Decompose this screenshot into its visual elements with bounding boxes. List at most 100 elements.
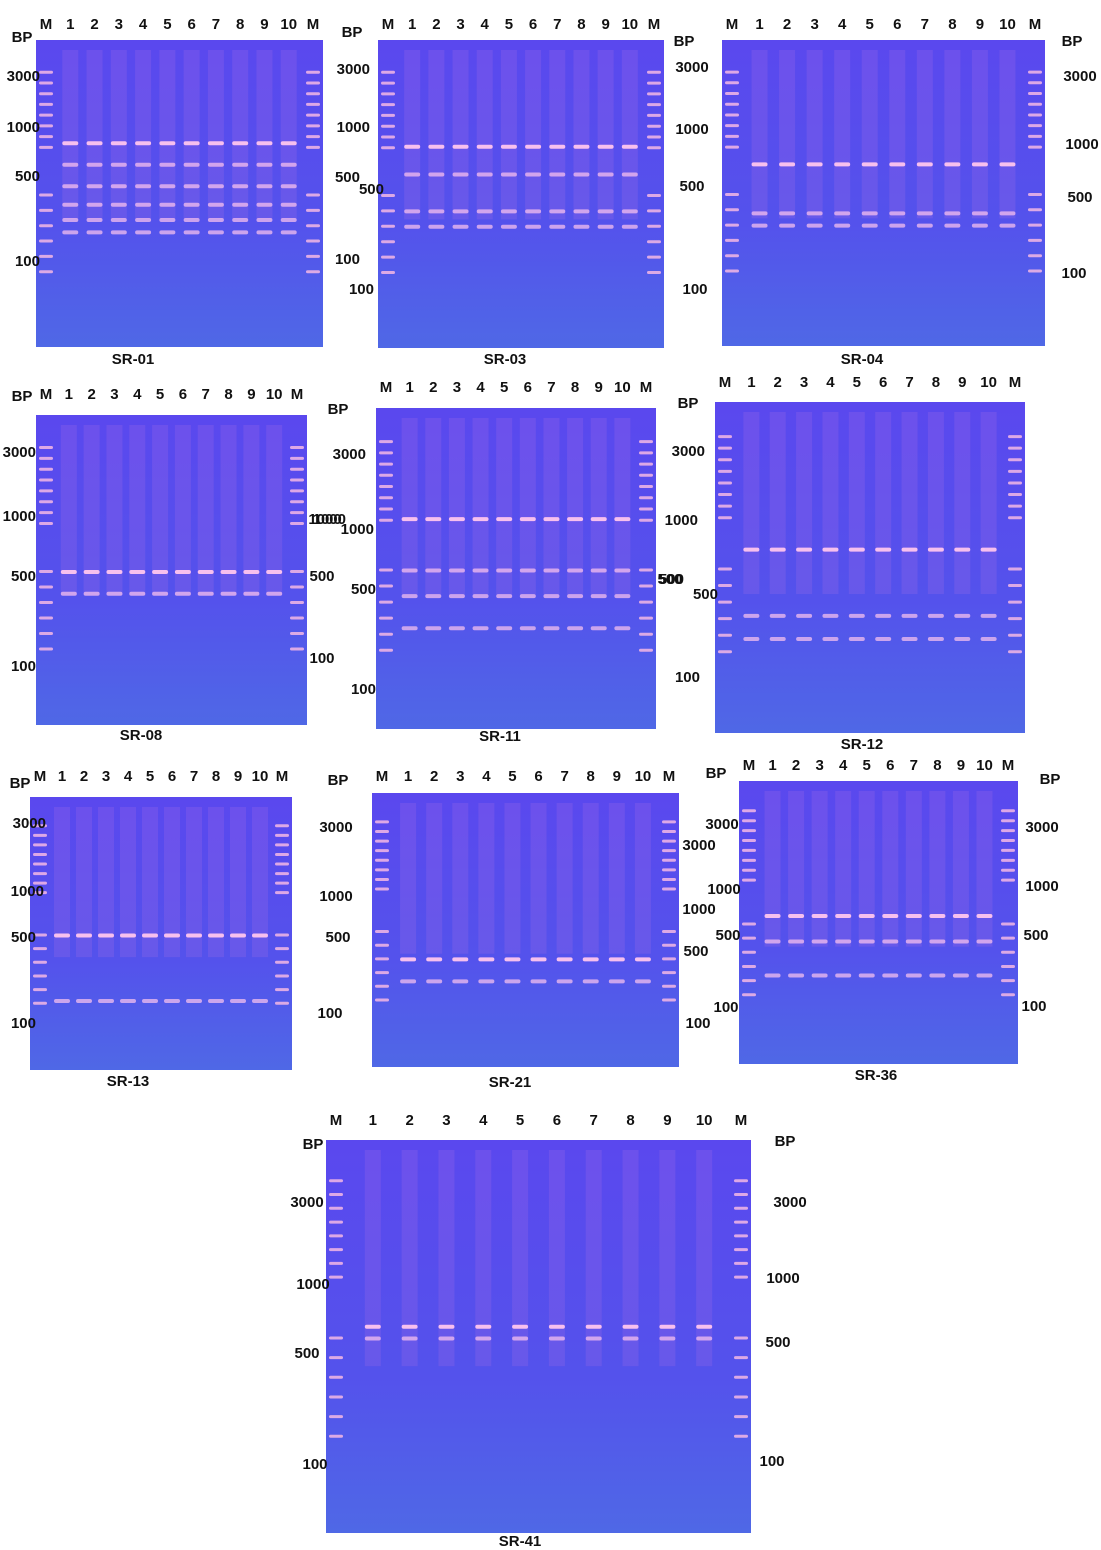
ladder-band (39, 270, 53, 274)
ladder-band (725, 134, 739, 138)
lane-label: 6 (529, 16, 537, 33)
lane-smear (519, 418, 536, 595)
lane-label: 9 (601, 16, 609, 33)
dna-band (232, 202, 249, 207)
panel-caption: SR-13 (107, 1073, 150, 1090)
ladder-band (639, 584, 653, 588)
bp-label: BP (12, 29, 33, 46)
dna-band (62, 218, 79, 223)
dna-band (500, 172, 517, 177)
lane-smear (525, 50, 542, 220)
ladder-band (306, 124, 320, 128)
ladder-band (39, 239, 53, 243)
lane-smear (448, 418, 465, 595)
dna-band (364, 1336, 381, 1341)
lane-smear (875, 412, 892, 595)
dna-band (110, 230, 127, 235)
lane-smear (496, 418, 513, 595)
ladder-band (1008, 493, 1022, 497)
ladder-band (375, 998, 389, 1002)
dna-band (548, 1324, 565, 1329)
ladder-band (647, 240, 661, 244)
ladder-band (718, 600, 732, 604)
lane-label: 5 (508, 768, 516, 785)
dna-band (927, 547, 944, 552)
marker-size-label: 500 (15, 168, 40, 185)
ladder-band (742, 809, 756, 813)
ladder-band (290, 585, 304, 589)
ladder-band (639, 496, 653, 500)
dna-band (62, 202, 79, 207)
ladder-band (725, 124, 739, 128)
dna-band (590, 594, 607, 599)
dna-band (976, 939, 993, 944)
lane-smear (980, 412, 997, 595)
ladder-band (725, 193, 739, 196)
dna-band (916, 223, 933, 228)
dna-band (858, 939, 875, 944)
dna-band (120, 933, 136, 938)
ladder-band (39, 135, 53, 139)
lane-smear (152, 425, 169, 596)
dna-band (861, 223, 878, 228)
ladder-band (662, 971, 676, 975)
dna-band (174, 591, 191, 596)
lane-label: 3 (453, 379, 461, 396)
dna-band (500, 209, 517, 214)
ladder-band (379, 507, 393, 511)
ladder-band (329, 1220, 343, 1224)
lane-label: M (1029, 16, 1042, 33)
marker-size-label: 500 (1023, 927, 1048, 944)
lane-label: 7 (560, 768, 568, 785)
ladder-band (381, 124, 395, 128)
marker-size-label: 100 (1061, 265, 1086, 282)
dna-band (806, 162, 823, 167)
lane-smear (504, 803, 521, 954)
dna-band (62, 184, 79, 189)
marker-size-label: 1000 (341, 521, 374, 538)
ladder-band (1028, 254, 1042, 258)
ladder-band (1008, 458, 1022, 462)
dna-band (448, 594, 465, 599)
dna-band (183, 230, 200, 235)
ladder-band (39, 456, 53, 460)
marker-size-label: 1000 (7, 119, 40, 136)
dna-band (452, 957, 469, 962)
dna-band (452, 172, 469, 177)
bp-label: BP (12, 388, 33, 405)
lane-label: 10 (976, 757, 993, 774)
lane-label: 6 (886, 757, 894, 774)
bp-label: BP (342, 24, 363, 41)
marker-size-label: 500 (657, 571, 682, 588)
lane-smear (135, 50, 152, 219)
lane-smear (512, 1150, 529, 1367)
dna-band (183, 202, 200, 207)
dna-band (858, 973, 875, 978)
dna-band (889, 223, 906, 228)
ladder-band (275, 988, 289, 992)
ladder-band (290, 446, 304, 449)
lane-label: 8 (626, 1112, 634, 1129)
dna-band (834, 162, 851, 167)
dna-band (567, 626, 584, 631)
lane-label: 10 (614, 379, 631, 396)
lane-smear (822, 412, 839, 595)
dna-band (60, 570, 77, 574)
ladder-band (725, 223, 739, 227)
dna-band (425, 626, 442, 631)
dna-band (86, 230, 103, 235)
dna-band (751, 162, 768, 167)
dna-band (475, 1324, 492, 1329)
marker-size-label: 100 (335, 251, 360, 268)
ladder-band (647, 70, 661, 74)
dna-band (496, 626, 513, 631)
dna-band (976, 973, 993, 978)
lane-label: 9 (247, 386, 255, 403)
ladder-band (275, 933, 289, 937)
gel-image (36, 415, 307, 725)
ladder-band (33, 1001, 47, 1005)
lane-label: 4 (838, 16, 847, 33)
dna-band (280, 184, 297, 189)
gel-image (739, 781, 1018, 1064)
dna-band (944, 162, 961, 167)
